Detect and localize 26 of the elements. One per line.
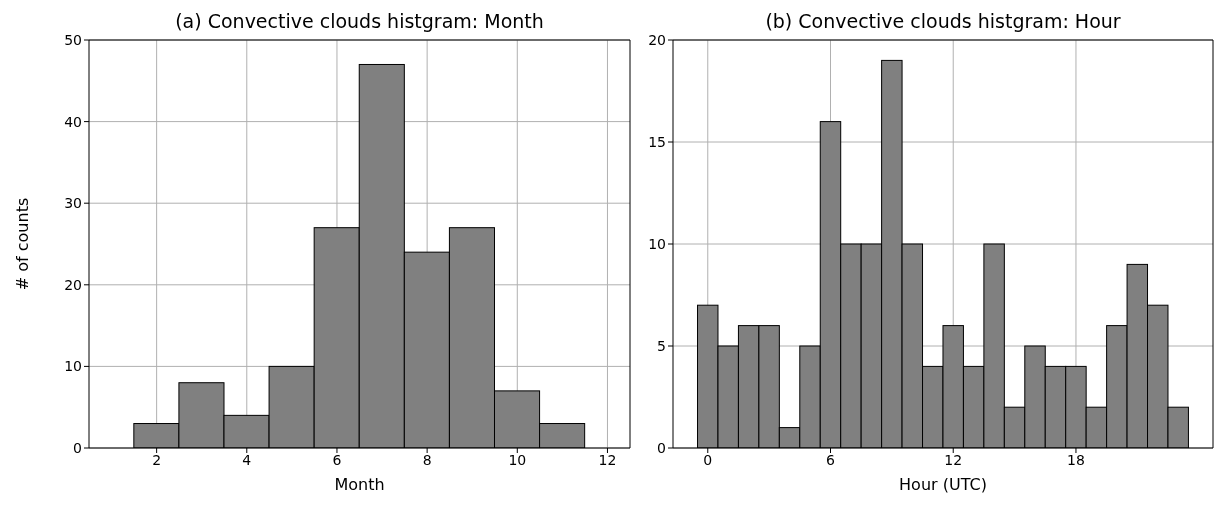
x-tick-label: 8 [422,451,432,468]
y-tick-label: 40 [64,113,82,130]
x-tick-label: 18 [1067,451,1085,468]
y-tick-label: 30 [64,195,82,212]
y-tick-label: 20 [648,31,666,48]
x-tick-label: 12 [598,451,617,468]
y-tick-label: 5 [657,337,666,354]
chart-title: (a) Convective clouds histgram: Month [174,10,545,32]
x-tick-label: 4 [242,451,252,468]
y-tick-label: 50 [64,31,82,48]
x-tick-label: 0 [703,451,713,468]
y-tick-label: 10 [648,235,666,252]
y-tick-label: 15 [648,133,666,150]
x-axis-title: Hour (UTC) [899,475,987,494]
y-tick-label: 10 [64,358,82,375]
y-tick-label: 0 [657,439,666,456]
y-axis-title: # of counts [12,197,32,291]
x-tick-label: 10 [508,451,527,468]
y-tick-label: 0 [73,439,82,456]
chart-title: (b) Convective clouds histgram: Hour [764,10,1122,32]
y-tick-label: 20 [64,276,82,293]
x-tick-label: 6 [826,451,836,468]
x-tick-label: 6 [332,451,342,468]
x-tick-label: 12 [944,451,963,468]
x-tick-label: 2 [152,451,162,468]
x-axis-title: Month [334,475,385,494]
